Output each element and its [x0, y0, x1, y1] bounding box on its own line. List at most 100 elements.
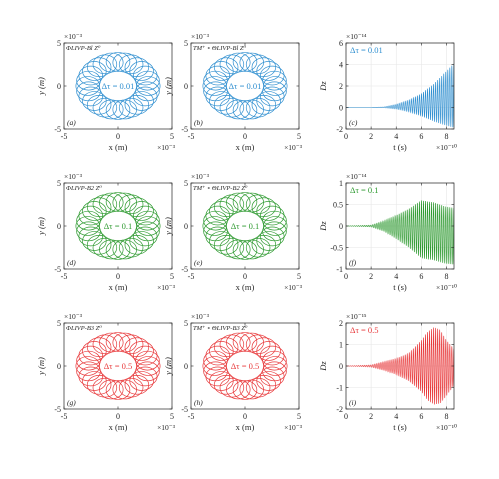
gyro-loop [202, 76, 227, 96]
y-tick-label: 5 [184, 39, 188, 48]
y-exponent-label: ×10⁻³ [191, 32, 210, 41]
x-tick-label: 8 [444, 132, 448, 141]
y-exponent-label: ×10⁻¹⁴ [346, 172, 367, 181]
gyro-loop [256, 91, 281, 111]
panel-b: -5 0 5-505×10⁻³×10⁻³x (m)y (m)TM⁺ ∘ ΘLIVP-… [163, 32, 303, 152]
x-tick-label: 6 [419, 272, 423, 281]
y-tick-label: 0 [339, 362, 343, 371]
data-trace-d [75, 192, 161, 260]
x-exponent-label: ×10⁻³ [284, 143, 303, 152]
panel-title: ΦLIVP-B2 Z⁰ [66, 185, 102, 192]
x-exponent-label: ×10⁻³ [284, 283, 303, 292]
panel-tag: (f) [349, 258, 357, 267]
gyro-loop [256, 231, 281, 251]
x-tick-label: 5 [170, 412, 174, 421]
data-trace-b [202, 52, 288, 120]
y-axis-label: y (m) [36, 357, 46, 376]
x-tick-label: 2 [369, 132, 373, 141]
x-tick-label: 0 [116, 132, 120, 141]
y-axis-label: Dz [318, 361, 328, 372]
gyro-loop [232, 240, 258, 260]
data-trace-a [75, 52, 161, 120]
y-tick-label: 5 [57, 319, 61, 328]
x-tick-label: 2 [369, 272, 373, 281]
gyro-loop [129, 91, 154, 111]
x-tick-label: 0 [116, 272, 120, 281]
y-tick-label: 2 [339, 319, 343, 328]
delta-tau-annotation: Δτ = 0.01 [102, 81, 135, 91]
y-tick-label: 1 [339, 179, 343, 188]
gyro-loop [76, 70, 101, 91]
delta-tau-annotation: Δτ = 0.01 [229, 81, 262, 91]
gyro-loop [99, 379, 124, 400]
gyro-loop [135, 361, 160, 382]
y-exponent-label: ×10⁻³ [64, 312, 83, 321]
gyro-loop [232, 100, 258, 120]
gyro-loop [209, 201, 234, 221]
gyro-loop [86, 235, 112, 255]
delta-tau-annotation: Δτ = 0.1 [350, 185, 379, 195]
y-tick-label: 5 [57, 39, 61, 48]
gyro-loop [245, 97, 271, 118]
gyro-loop [256, 61, 281, 81]
gyro-loop [135, 221, 160, 242]
y-tick-label: 1 [339, 340, 343, 349]
x-tick-label: 5 [170, 272, 174, 281]
data-trace-c [346, 63, 454, 128]
gyro-loop [263, 216, 288, 236]
gyro-loop [105, 52, 131, 72]
gyro-loop [136, 356, 161, 376]
delta-tau-annotation: Δτ = 0.5 [350, 325, 379, 335]
x-tick-label: 0 [243, 132, 247, 141]
gyro-loop [118, 237, 144, 258]
gyro-loop [203, 210, 228, 231]
y-tick-label: 0 [339, 103, 343, 112]
gyro-loop [251, 337, 277, 357]
panel-tag: (e) [194, 258, 203, 267]
x-tick-label: -5 [61, 272, 68, 281]
gyro-loop [105, 380, 131, 400]
gyro-loop [232, 332, 258, 352]
gyro-loop [262, 81, 287, 102]
x-axis-label: t (s) [393, 142, 407, 152]
gyro-loop [86, 337, 112, 357]
y-exponent-label: ×10⁻³ [191, 312, 210, 321]
gyro-loop [251, 95, 277, 115]
y-tick-label: 6 [339, 39, 343, 48]
panel-a: -5 0 5-505×10⁻³×10⁻³x (m)y (m)ΦLIVP-Bl Z⁰Δ… [36, 32, 176, 152]
gyro-loop [205, 86, 230, 107]
y-tick-label: 4 [339, 60, 343, 69]
gyro-loop [239, 332, 264, 353]
x-tick-label: 6 [419, 132, 423, 141]
panel-h: -5 0 5-505×10⁻³×10⁻³x (m)y (m)TM⁺ ∘ ΘLIVP-… [163, 312, 303, 432]
gyro-loop [82, 371, 107, 391]
x-tick-label: 0 [344, 132, 348, 141]
gyro-loop [260, 65, 285, 86]
panel-tag: (h) [194, 398, 203, 407]
gyro-loop [86, 197, 112, 217]
x-tick-label: 0 [243, 412, 247, 421]
panel-tag: (i) [349, 398, 357, 407]
panel-title: ΦLIVP-B3 Z⁰ [66, 325, 102, 332]
gyro-loop [86, 57, 112, 77]
x-exponent-label: ×10⁻³ [157, 283, 176, 292]
gyro-loop [76, 350, 101, 371]
delta-tau-annotation: Δτ = 0.1 [104, 221, 133, 231]
gyro-loop [205, 366, 230, 387]
panel-title: TM⁺ ∘ ΘLIVP-B3 Z⁰ [193, 325, 248, 332]
gyro-loop [133, 205, 158, 226]
gyro-loop [209, 341, 234, 361]
x-tick-label: 6 [419, 412, 423, 421]
gyro-loop [226, 99, 251, 120]
gyro-loop [213, 337, 239, 357]
gyro-loop [112, 192, 137, 213]
panel-tag: (b) [194, 118, 203, 127]
gyro-loop [203, 70, 228, 91]
gyro-loop [205, 226, 230, 247]
x-axis-label: x (m) [109, 142, 128, 152]
gyro-loop [129, 61, 154, 81]
data-trace-h [202, 332, 288, 400]
delta-tau-annotation: Δτ = 0.5 [104, 361, 133, 371]
